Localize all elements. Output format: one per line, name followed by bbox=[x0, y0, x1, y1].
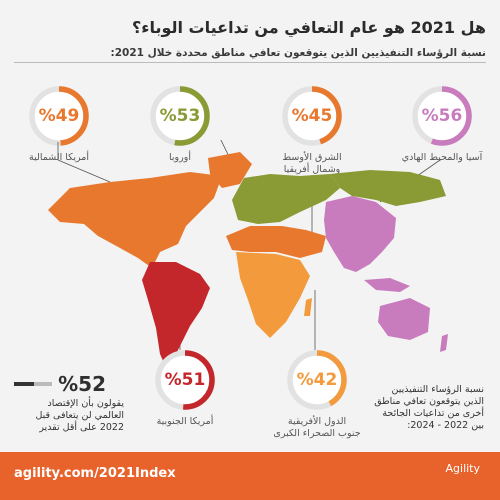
ring-middle-east-chart bbox=[282, 86, 342, 146]
region-madagascar bbox=[304, 298, 312, 316]
stat-value: %52 bbox=[58, 372, 106, 396]
region-north-asia bbox=[330, 170, 446, 206]
ring-asia-pacific-chart bbox=[412, 86, 472, 146]
ring-europe-chart bbox=[150, 86, 210, 146]
side-note: نسبة الرؤساء التنفيذيين الذين يتوقعون تع… bbox=[354, 384, 484, 432]
label-middle-east-1: الشرق الأوسط bbox=[282, 152, 342, 163]
stat-line-2: العالمي لن يتعافى قبل bbox=[35, 410, 124, 421]
footer-url[interactable]: agility.com/2021Index bbox=[14, 466, 176, 481]
region-australia bbox=[378, 298, 430, 340]
ring-africa-chart bbox=[287, 350, 347, 410]
ring-north-america-value: %49 bbox=[38, 106, 80, 126]
label-europe: أوروبا bbox=[169, 152, 191, 163]
label-africa-1: الدول الأفريقية bbox=[287, 416, 347, 427]
ring-asia-pacific-value: %56 bbox=[421, 106, 463, 126]
region-asia-pacific bbox=[324, 196, 396, 272]
stat-bar-fill bbox=[14, 382, 34, 386]
footer-brand-logo: Agility bbox=[445, 462, 481, 475]
label-africa-2: جنوب الصحراء الكبرى bbox=[273, 428, 361, 439]
label-middle-east-2: وشمال أفريقيا bbox=[283, 164, 341, 175]
ring-arc bbox=[29, 86, 89, 146]
region-greenland bbox=[208, 152, 252, 188]
ring-arc bbox=[282, 86, 342, 146]
ring-europe: %53 bbox=[148, 84, 212, 148]
ring-middle-east: %45 bbox=[280, 84, 344, 148]
ring-asia-pacific: %56 bbox=[410, 84, 474, 148]
region-middle-east bbox=[226, 226, 326, 258]
stat-value-box: %52 bbox=[40, 372, 106, 396]
region-north-america bbox=[48, 172, 222, 268]
ring-africa: %42 bbox=[285, 348, 349, 412]
world-map bbox=[48, 140, 448, 372]
side-note-line-3: أخرى من تداعيات الجائحة bbox=[382, 408, 484, 419]
page-subtitle: نسبة الرؤساء التنفيذيين الذين يتوقعون تع… bbox=[110, 47, 486, 59]
region-africa bbox=[236, 252, 310, 338]
side-note-line-1: نسبة الرؤساء التنفيذيين bbox=[391, 384, 484, 395]
ring-arc bbox=[287, 350, 347, 410]
label-south-america: أمريكا الجنوبية bbox=[156, 416, 214, 427]
side-note-line-2: الذين يتوقعون تعافي مناطق bbox=[374, 396, 484, 407]
ring-middle-east-value: %45 bbox=[291, 106, 333, 126]
stat-line-3: 2022 على أقل تقدير bbox=[39, 422, 124, 433]
ring-south-america: %51 bbox=[153, 348, 217, 412]
stat-description: يقولون بأن الإقتصاد العالمي لن يتعافى قب… bbox=[14, 398, 124, 434]
ring-south-america-chart bbox=[155, 350, 215, 410]
page-title: هل 2021 هو عام التعافي من تداعيات الوباء… bbox=[131, 18, 486, 37]
region-indonesia bbox=[364, 278, 410, 292]
ring-south-america-value: %51 bbox=[164, 370, 206, 390]
ring-africa-value: %42 bbox=[296, 370, 338, 390]
divider bbox=[14, 62, 486, 63]
region-new-zealand bbox=[440, 334, 448, 352]
label-north-america: أمريكا الشمالية bbox=[28, 152, 90, 163]
ring-north-america: %49 bbox=[27, 84, 91, 148]
ring-arc bbox=[150, 86, 210, 146]
side-note-line-4: بين 2022 - 2024: bbox=[407, 420, 484, 431]
stat-line-1: يقولون بأن الإقتصاد bbox=[47, 398, 124, 409]
region-south-america bbox=[142, 262, 210, 372]
stat-bar bbox=[14, 382, 52, 386]
ring-north-america-chart bbox=[29, 86, 89, 146]
ring-arc bbox=[412, 86, 472, 146]
footer: agility.com/2021Index Agility bbox=[0, 452, 500, 500]
ring-arc bbox=[155, 350, 215, 410]
region-europe bbox=[232, 174, 340, 224]
label-asia-pacific: آسيا والمحيط الهادي bbox=[401, 152, 483, 163]
ring-europe-value: %53 bbox=[159, 106, 201, 126]
leader-north-america-h bbox=[57, 159, 111, 183]
